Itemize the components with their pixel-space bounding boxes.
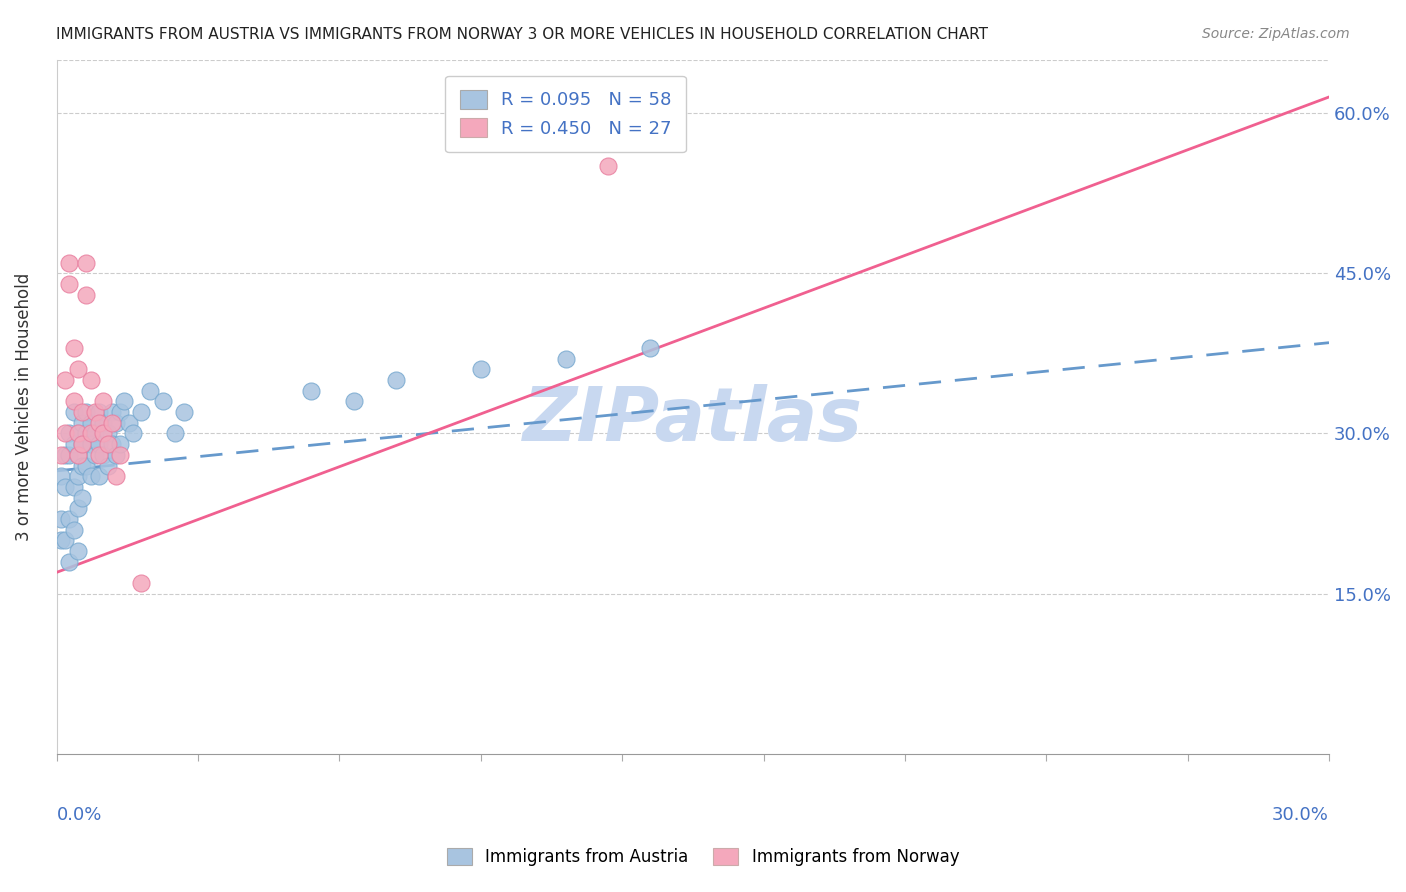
Point (83, 426, 105, 441)
Point (83, 448, 105, 462)
Point (91, 416, 114, 430)
Point (53, 426, 76, 441)
Legend: Immigrants from Austria, Immigrants from Norway: Immigrants from Austria, Immigrants from… (433, 834, 973, 880)
Point (70, 458, 93, 473)
Point (87, 448, 110, 462)
Point (62, 394, 84, 409)
Point (342, 394, 364, 409)
Point (75, 287, 97, 301)
Point (385, 373, 408, 387)
Text: ZIPatlas: ZIPatlas (523, 384, 863, 458)
Point (87, 416, 110, 430)
Text: Source: ZipAtlas.com: Source: ZipAtlas.com (1202, 27, 1350, 41)
Point (104, 416, 127, 430)
Point (58, 448, 80, 462)
Point (66, 544, 89, 558)
Point (70, 405, 93, 419)
Point (53, 480, 76, 494)
Point (100, 405, 122, 419)
Point (596, 160, 619, 174)
Point (118, 416, 141, 430)
Point (66, 426, 89, 441)
Point (75, 405, 97, 419)
Point (554, 351, 576, 366)
Point (58, 426, 80, 441)
Point (62, 341, 84, 355)
Point (62, 480, 84, 494)
Point (139, 384, 162, 398)
Point (470, 362, 492, 376)
Point (87, 469, 110, 483)
Point (53, 373, 76, 387)
Point (152, 394, 174, 409)
Point (66, 448, 89, 462)
Point (83, 405, 105, 419)
Point (62, 437, 84, 451)
Point (131, 405, 153, 419)
Point (62, 523, 84, 537)
Point (96, 426, 118, 441)
Point (114, 394, 136, 409)
Point (58, 255, 80, 269)
Point (70, 437, 93, 451)
Point (299, 384, 322, 398)
Point (104, 448, 127, 462)
Point (75, 255, 97, 269)
Y-axis label: 3 or more Vehicles in Household: 3 or more Vehicles in Household (15, 273, 32, 541)
Point (62, 405, 84, 419)
Point (53, 448, 76, 462)
Point (87, 405, 110, 419)
Point (70, 437, 93, 451)
Point (122, 426, 145, 441)
Point (58, 555, 80, 569)
Point (91, 448, 114, 462)
Point (70, 491, 93, 505)
Point (79, 373, 101, 387)
Point (49, 448, 72, 462)
Point (131, 576, 153, 591)
Point (165, 426, 187, 441)
Point (110, 448, 132, 462)
Point (79, 416, 101, 430)
Point (91, 426, 114, 441)
Text: IMMIGRANTS FROM AUSTRIA VS IMMIGRANTS FROM NORWAY 3 OR MORE VEHICLES IN HOUSEHOL: IMMIGRANTS FROM AUSTRIA VS IMMIGRANTS FR… (56, 27, 988, 42)
Point (66, 448, 89, 462)
Point (79, 469, 101, 483)
Point (66, 426, 89, 441)
Point (79, 426, 101, 441)
Point (104, 469, 127, 483)
Point (91, 394, 114, 409)
Point (58, 277, 80, 291)
Point (100, 416, 122, 430)
Point (79, 437, 101, 451)
Point (53, 533, 76, 548)
Point (110, 405, 132, 419)
Point (640, 341, 662, 355)
Point (96, 437, 118, 451)
Point (70, 416, 93, 430)
Point (96, 458, 118, 473)
Text: 0.0%: 0.0% (56, 806, 103, 824)
Point (49, 533, 72, 548)
Point (66, 501, 89, 516)
Point (49, 469, 72, 483)
Point (100, 437, 122, 451)
Point (58, 512, 80, 526)
Text: 30.0%: 30.0% (1272, 806, 1329, 824)
Point (87, 437, 110, 451)
Point (49, 512, 72, 526)
Point (110, 437, 132, 451)
Legend: R = 0.095   N = 58, R = 0.450   N = 27: R = 0.095 N = 58, R = 0.450 N = 27 (446, 76, 686, 153)
Point (66, 362, 89, 376)
Point (173, 405, 195, 419)
Point (75, 458, 97, 473)
Point (66, 469, 89, 483)
Point (75, 426, 97, 441)
